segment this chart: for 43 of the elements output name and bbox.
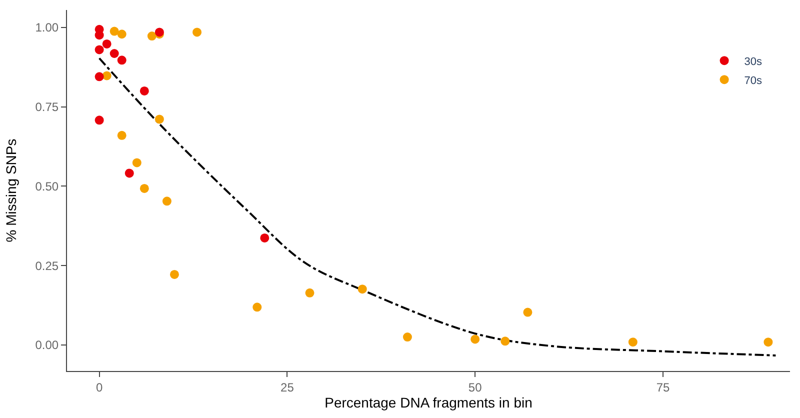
point <box>260 233 270 242</box>
point <box>154 114 164 124</box>
point <box>305 288 314 298</box>
legend-label: 30s <box>744 56 763 68</box>
point <box>628 338 638 347</box>
point <box>140 86 149 96</box>
point <box>132 158 142 168</box>
x-tick-label: 25 <box>280 380 294 394</box>
point <box>252 302 262 312</box>
y-tick-label: 0.75 <box>35 100 59 114</box>
point <box>110 49 119 58</box>
x-tick-label: 0 <box>96 380 103 394</box>
point <box>94 116 104 125</box>
point <box>140 184 149 193</box>
point <box>117 130 126 140</box>
y-tick-label: 0.50 <box>35 179 59 194</box>
point <box>110 26 119 36</box>
y-axis-title: % Missing SNPs <box>2 138 19 242</box>
y-tick-label: 0.25 <box>35 258 59 273</box>
y-tick-label: 1.00 <box>35 20 59 35</box>
point <box>117 56 126 65</box>
y-tick-label: 0.00 <box>35 338 59 352</box>
point <box>102 71 112 80</box>
point <box>764 338 773 347</box>
point <box>470 334 480 344</box>
point <box>500 336 510 346</box>
point <box>192 28 202 37</box>
point <box>170 270 179 279</box>
x-tick-label: 50 <box>468 380 482 394</box>
point <box>117 30 126 39</box>
point <box>102 39 112 48</box>
legend-label: 70s <box>744 74 763 87</box>
point <box>162 196 172 206</box>
point <box>358 284 367 294</box>
point <box>523 308 532 317</box>
line-series <box>98 57 777 356</box>
x-tick-label: 75 <box>656 380 670 394</box>
x-axis-title: Percentage DNA fragments in bin <box>324 394 532 411</box>
point <box>402 332 412 342</box>
point <box>94 45 104 54</box>
point <box>124 168 134 178</box>
point <box>94 72 104 82</box>
point <box>147 32 156 41</box>
